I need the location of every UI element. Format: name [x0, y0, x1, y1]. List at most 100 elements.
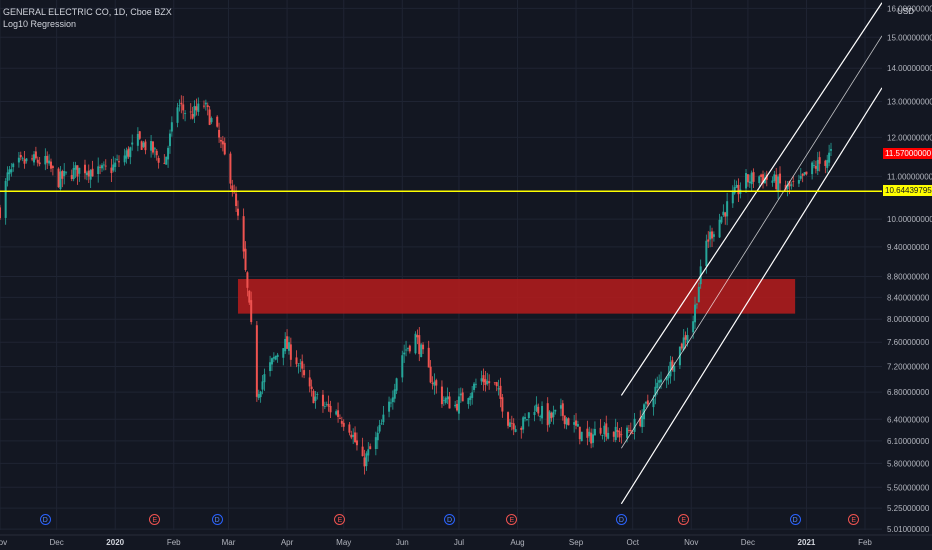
candle-body: [541, 405, 544, 419]
candle-body: [204, 102, 207, 105]
candle-body: [644, 402, 647, 404]
time-tick-label: Aug: [510, 538, 524, 547]
candle-body: [669, 361, 672, 377]
candle-body: [575, 420, 578, 426]
candle-body: [495, 382, 498, 387]
candle-body: [535, 404, 538, 412]
candle-body: [65, 171, 68, 173]
candle-body: [418, 335, 421, 355]
candle-body: [658, 380, 661, 383]
time-tick-label: Feb: [167, 538, 181, 547]
dividend-marker[interactable]: D: [615, 514, 627, 525]
candle-body: [406, 347, 409, 349]
candle-body: [607, 432, 610, 439]
candle-body: [792, 181, 795, 182]
dividend-marker[interactable]: D: [39, 514, 51, 525]
candle-body: [467, 398, 470, 405]
candle-body: [605, 423, 608, 437]
candle-body: [31, 158, 34, 160]
candle-body: [155, 150, 158, 156]
candle-body: [261, 381, 264, 390]
time-axis[interactable]: Nov Dec 2020 Feb Mar Apr May Jun Jul Aug Sep Oct Nov…: [0, 534, 932, 547]
candle-body: [588, 431, 591, 437]
candle-body: [573, 422, 576, 425]
symbol-title[interactable]: GENERAL ELECTRIC CO, 1D, Cboe BZX: [3, 7, 172, 17]
time-tick-label: Apr: [281, 538, 294, 547]
candle-body: [720, 216, 723, 223]
candle-body: [803, 172, 806, 175]
candle-body: [826, 159, 829, 168]
candle-body: [641, 416, 644, 428]
candle-body: [76, 165, 79, 177]
candle-body: [369, 446, 372, 450]
earnings-marker[interactable]: E: [334, 514, 346, 525]
candle-body: [580, 431, 583, 442]
candle-body: [270, 358, 273, 365]
candle-body: [63, 170, 66, 177]
candle-body: [718, 219, 721, 238]
candle-body: [246, 272, 249, 288]
earnings-marker[interactable]: E: [149, 514, 161, 525]
candle-body: [762, 174, 765, 184]
candle-body: [576, 424, 579, 427]
candle-body: [433, 381, 436, 386]
candle-body: [501, 397, 504, 412]
candle-body: [705, 240, 708, 267]
candle-body: [70, 175, 73, 180]
candle-body: [127, 148, 130, 157]
candle-body: [633, 418, 636, 432]
price-tick-label: 7.20000000: [887, 362, 930, 371]
candle-body: [497, 388, 500, 390]
candle-body: [537, 406, 540, 414]
candle-body: [210, 118, 213, 123]
candle-body: [236, 208, 239, 216]
candle-body: [403, 352, 406, 355]
price-tick-label: 6.10000000: [887, 437, 930, 446]
candle-body: [221, 141, 224, 145]
candle-body: [586, 428, 589, 438]
time-tick-label: Dec: [50, 538, 64, 547]
candle-body: [391, 397, 394, 403]
candle-body: [38, 162, 41, 165]
candle-body: [382, 414, 385, 423]
candle-body: [284, 338, 287, 352]
candle-body: [197, 103, 200, 112]
candle-body: [461, 392, 464, 402]
candle-body: [546, 403, 549, 426]
candle-body: [429, 366, 432, 383]
candle-body: [363, 457, 366, 467]
candle-body: [144, 141, 147, 151]
price-axis[interactable]: 16.00000000 15.00000000 14.00000000 13.0000…: [882, 0, 932, 550]
price-tick-label: 9.40000000: [887, 243, 930, 252]
earnings-marker[interactable]: E: [506, 514, 518, 525]
candle-body: [117, 161, 120, 163]
earnings-marker[interactable]: E: [678, 514, 690, 525]
candle-body: [614, 426, 617, 441]
candle-body: [257, 394, 260, 399]
candle-body: [488, 381, 491, 384]
candle-body: [219, 140, 222, 142]
candle-body: [321, 394, 324, 407]
dividend-marker[interactable]: D: [211, 514, 223, 525]
candle-body: [216, 116, 219, 127]
earnings-marker[interactable]: E: [848, 514, 860, 525]
candle-body: [114, 162, 117, 167]
candle-body: [752, 172, 755, 182]
candle-body: [167, 147, 170, 160]
candle-body: [667, 373, 670, 379]
candle-body: [61, 170, 64, 179]
candle-body: [592, 434, 595, 443]
candle-body: [74, 165, 77, 170]
candle-body: [78, 167, 81, 174]
candle-body: [136, 133, 139, 146]
candle-body: [223, 142, 226, 155]
dividend-marker[interactable]: D: [443, 514, 455, 525]
indicator-label[interactable]: Log10 Regression: [3, 19, 77, 29]
candle-body: [711, 231, 714, 239]
candle-body: [712, 234, 715, 237]
candle-body: [350, 434, 353, 438]
candle-body: [323, 406, 326, 407]
candle-body: [507, 412, 510, 426]
dividend-marker[interactable]: D: [789, 514, 801, 525]
